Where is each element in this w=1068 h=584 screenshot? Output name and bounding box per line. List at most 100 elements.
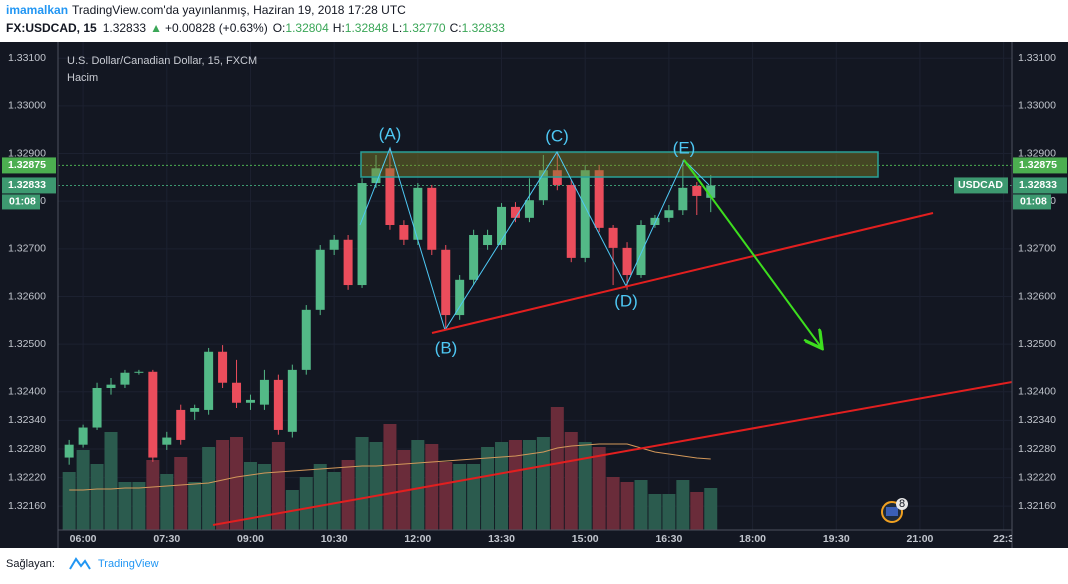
volume-bar [467,464,481,530]
pattern-label: (D) [614,291,638,310]
volume-bar [578,442,592,530]
volume-bar [383,424,397,530]
volume-bar [216,440,230,530]
ohlc-value: 1.32804 [285,21,329,35]
published: TradingView.com'da yayınlanmış, Haziran … [72,3,406,17]
x-tick-label: 09:00 [237,533,264,545]
candle-body [664,210,674,218]
candle-body [120,372,130,385]
candle-body [566,184,576,258]
arrow [683,159,821,347]
y-tick-label: 1.32500 [8,338,46,350]
volume-bar [704,488,718,530]
price-box-label: 1.32833 [8,179,46,191]
y-tick-label: 1.32160 [1018,500,1056,512]
volume-bar [550,407,564,530]
publisher: imamalkan [6,3,68,17]
countdown: 01:08 [9,196,36,208]
candle-body [371,168,381,184]
volume-bar [564,432,578,530]
candle-body [510,206,520,218]
last: 1.32833 [103,21,147,35]
pattern-label: (C) [545,126,569,145]
x-tick-label: 16:30 [655,533,682,545]
y-tick-label: 1.33000 [1018,100,1056,112]
candle-body [329,239,339,250]
trend-line [212,381,1012,526]
price-box [1013,177,1067,194]
y-tick-label: 1.32700 [8,243,46,255]
candle-body [162,437,172,445]
candle-body [176,409,186,440]
volume-label: Hacim [67,72,98,84]
x-tick-label: 06:00 [70,533,97,545]
volume-bar [662,494,676,530]
volume-bar [634,480,648,530]
volume-bar [327,472,341,530]
candle-body [455,279,465,316]
candle-body [343,239,353,286]
volume-bar [243,462,257,530]
y-tick-label: 1.32500 [1018,338,1056,350]
price-box-label: 1.32833 [1019,179,1057,191]
volume-bar [453,464,467,530]
volume-bar [536,437,550,530]
pattern-label: (E) [673,138,696,157]
candle-body [538,170,548,201]
volume-bar [313,464,327,530]
volume-bar [411,440,425,530]
y-tick-label: 1.32900 [1018,147,1056,159]
x-tick-label: 21:00 [907,533,934,545]
brand[interactable]: TradingView [98,558,159,570]
volume-bar [118,482,132,530]
ohlc-value: 1.32848 [345,21,389,35]
candle-body [259,379,269,405]
volume-bar [202,447,216,530]
price-box [2,177,56,194]
brand-logo [69,557,91,570]
candle-body [357,183,367,286]
volume-bar [690,492,704,530]
candle-body [78,427,88,445]
candle-body [441,249,451,316]
candle-body [64,444,74,458]
candle-body [580,170,590,258]
candle-body [287,369,297,432]
drawings: (A) (B) (C) (D) (E) [212,124,1012,526]
badge-count: 8 [899,498,905,510]
x-tick-label: 12:00 [404,533,431,545]
price-box-label: 1.32875 [1019,159,1057,171]
ohlc-label: H: [333,21,345,35]
volume-bar [522,440,536,530]
pattern-label: (A) [379,124,402,143]
candle-body [469,235,479,280]
chart-title: U.S. Dollar/Canadian Dollar, 15, FXCM [67,55,257,67]
price-box-label: 1.32875 [8,159,46,171]
y-tick-label: 1.33100 [8,52,46,64]
candle-body [315,249,325,310]
flag-icon [886,507,898,516]
y-tick-label: 1.32280 [1018,443,1056,455]
candle-body [622,247,632,276]
y-tick-label: 1.32600 [8,290,46,302]
y-tick-label: 1.32340 [8,414,46,426]
candle-body [692,185,702,196]
volume-bar [104,432,118,530]
x-tick-label: 19:30 [823,533,850,545]
y-tick-label: 1.32160 [8,500,46,512]
ohlc-label: L: [392,21,402,35]
candle-body [594,170,604,228]
countdown: 01:08 [1020,196,1047,208]
ohlc-label: C: [450,21,462,35]
ohlc-value: 1.32770 [402,21,446,35]
header-line: imamalkan TradingView.com'da yayınlanmış,… [6,3,406,17]
x-tick-label: 13:30 [488,533,515,545]
candle-body [483,235,493,246]
y-tick-label: 1.32400 [1018,386,1056,398]
volume-bar [257,464,271,530]
candle-body [106,384,116,388]
x-tick-label: 07:30 [153,533,180,545]
up-icon: ▲ [150,21,162,35]
candle-body [427,187,437,250]
